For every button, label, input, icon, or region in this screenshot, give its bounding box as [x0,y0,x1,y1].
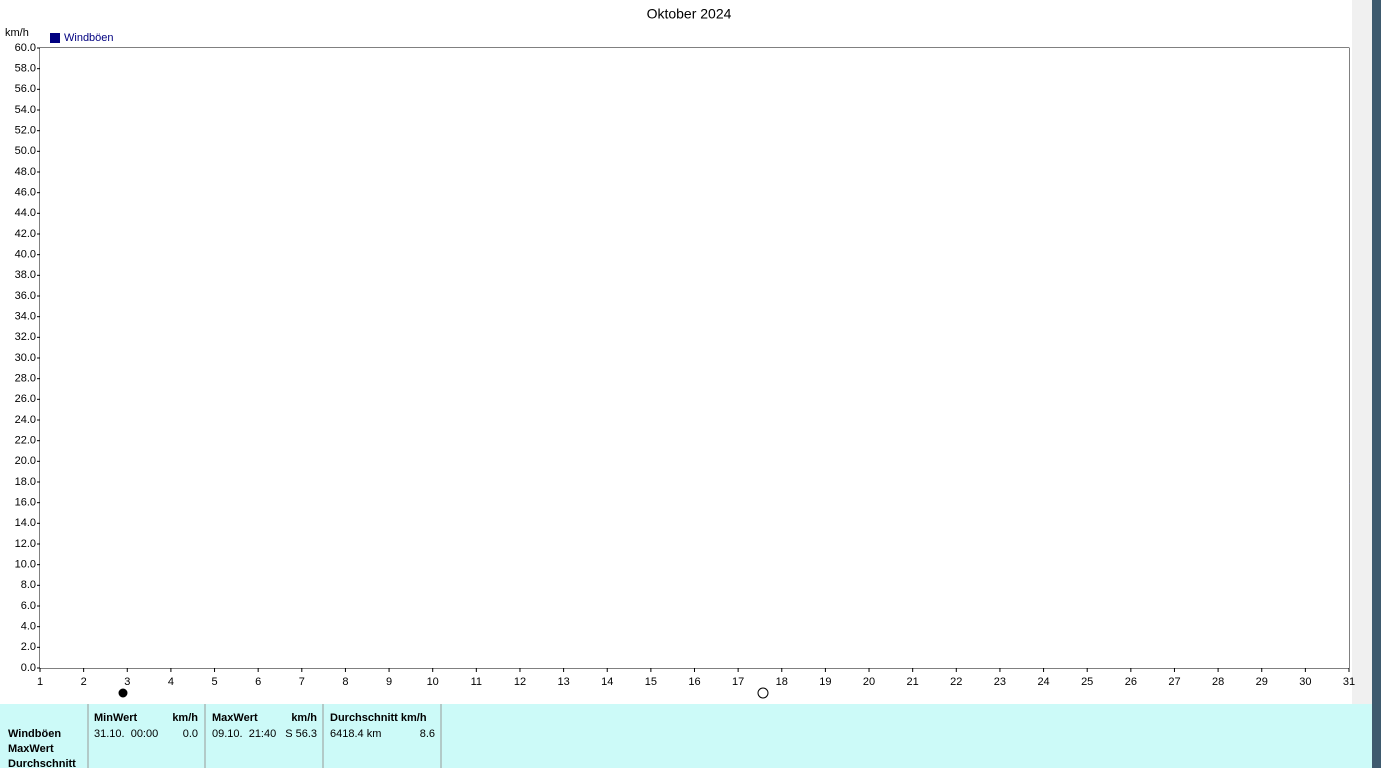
x-tick-label: 23 [994,676,1006,688]
y-tick-label: 4.0 [21,621,36,633]
full-moon-icon [118,688,128,698]
x-tick-label: 9 [386,676,392,688]
x-tick-label: 17 [732,676,744,688]
y-tick-label: 26.0 [15,393,36,405]
y-tick-label: 36.0 [15,290,36,302]
y-tick-label: 0.0 [21,662,36,674]
x-tick-label: 19 [819,676,831,688]
x-tick-label: 27 [1168,676,1180,688]
y-tick-label: 44.0 [15,207,36,219]
table-header: Durchschnitt km/h [330,712,427,724]
x-tick-label: 20 [863,676,875,688]
y-tick-label: 52.0 [15,125,36,137]
x-tick-label: 10 [427,676,439,688]
y-tick-label: 50.0 [15,145,36,157]
table-header: km/h [172,712,198,724]
table-header: MinWert [94,712,138,724]
x-tick-label: 12 [514,676,526,688]
table-header: km/h [291,712,317,724]
y-tick-label: 58.0 [15,63,36,75]
x-tick-label: 2 [81,676,87,688]
table-cell: 6418.4 km [330,728,381,740]
x-tick-label: 21 [907,676,919,688]
y-unit: km/h [5,27,29,39]
x-tick-label: 13 [557,676,569,688]
y-tick-label: 20.0 [15,455,36,467]
y-tick-label: 56.0 [15,83,36,95]
y-tick-label: 54.0 [15,104,36,116]
x-tick-label: 7 [299,676,305,688]
y-tick-label: 28.0 [15,373,36,385]
y-tick-label: 22.0 [15,435,36,447]
y-tick-label: 14.0 [15,517,36,529]
x-tick-label: 4 [168,676,174,688]
y-tick-label: 34.0 [15,311,36,323]
x-tick-label: 24 [1037,676,1049,688]
y-tick-label: 40.0 [15,249,36,261]
scrollbar-strip [1352,0,1372,768]
legend-swatch [50,33,60,43]
x-tick-label: 16 [688,676,700,688]
y-tick-label: 16.0 [15,497,36,509]
row-label: MaxWert [8,743,54,755]
y-tick-label: 10.0 [15,559,36,571]
plot-area [40,48,1349,668]
chart-title: Oktober 2024 [647,6,732,22]
table-header: MaxWert [212,712,258,724]
x-tick-label: 6 [255,676,261,688]
y-tick-label: 48.0 [15,166,36,178]
x-tick-label: 5 [211,676,217,688]
x-tick-label: 11 [471,676,482,688]
row-label: Windböen [8,728,61,740]
x-tick-label: 1 [37,676,43,688]
x-tick-label: 15 [645,676,657,688]
table-cell: 0.0 [183,728,198,740]
y-tick-label: 30.0 [15,352,36,364]
x-tick-label: 14 [601,676,613,688]
y-tick-label: 2.0 [21,641,36,653]
row-label: Durchschnitt [8,758,76,768]
stats-panel [0,704,1372,768]
y-tick-label: 8.0 [21,579,36,591]
y-tick-label: 24.0 [15,414,36,426]
x-tick-label: 18 [776,676,788,688]
x-tick-label: 30 [1299,676,1311,688]
y-tick-label: 12.0 [15,538,36,550]
y-tick-label: 60.0 [15,42,36,54]
legend: Windböen [50,32,114,44]
x-tick-label: 29 [1256,676,1268,688]
new-moon-icon [757,687,769,699]
legend-label: Windböen [64,32,114,44]
y-tick-label: 18.0 [15,476,36,488]
x-tick-label: 31 [1343,676,1355,688]
y-tick-label: 46.0 [15,187,36,199]
x-tick-label: 22 [950,676,962,688]
table-cell: 8.6 [420,728,435,740]
y-tick-label: 38.0 [15,269,36,281]
x-tick-label: 26 [1125,676,1137,688]
background-image-edge [1372,0,1381,768]
table-cell: S 56.3 [285,728,317,740]
x-tick-label: 28 [1212,676,1224,688]
table-cell: 09.10. 21:40 [212,728,276,740]
y-tick-label: 32.0 [15,331,36,343]
y-tick-label: 6.0 [21,600,36,612]
x-tick-label: 3 [124,676,130,688]
table-cell: 31.10. 00:00 [94,728,158,740]
x-tick-label: 25 [1081,676,1093,688]
y-tick-label: 42.0 [15,228,36,240]
stats-table: MinWert km/h MaxWert km/h Durchschnitt k… [8,704,442,768]
x-tick-label: 8 [342,676,348,688]
